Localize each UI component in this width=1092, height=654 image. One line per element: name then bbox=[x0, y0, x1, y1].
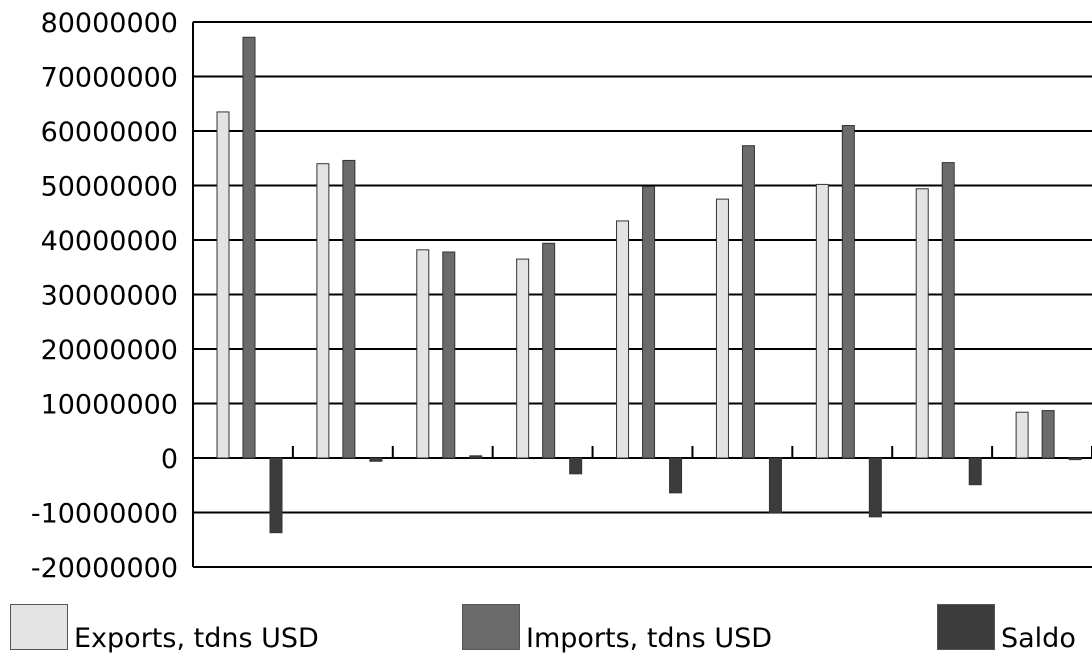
bar-saldo bbox=[369, 457, 383, 462]
legend: Exports, tdns USD Imports, tdns USD Sald… bbox=[0, 604, 1092, 654]
legend-label-saldo: Saldo bbox=[1001, 623, 1076, 654]
y-tick-label: 60000000 bbox=[41, 117, 178, 148]
legend-label-imports: Imports, tdns USD bbox=[526, 623, 773, 654]
y-axis-tick-labels: 80000000 70000000 60000000 50000000 40000000… bbox=[31, 8, 178, 584]
y-tick-label: 20000000 bbox=[41, 335, 178, 366]
legend-item-saldo: Saldo bbox=[937, 604, 1076, 654]
bar-saldo bbox=[569, 457, 583, 475]
legend-swatch-exports bbox=[10, 604, 68, 650]
bar-imports bbox=[542, 242, 556, 459]
legend-item-imports: Imports, tdns USD bbox=[462, 604, 772, 654]
bar-imports bbox=[642, 186, 656, 459]
bar-saldo bbox=[968, 457, 982, 486]
bars bbox=[216, 36, 1082, 534]
bar-imports bbox=[941, 162, 955, 459]
y-tick-label: 10000000 bbox=[41, 390, 178, 421]
y-tick-label: 80000000 bbox=[41, 8, 178, 39]
bar-exports bbox=[1015, 411, 1029, 459]
bar-exports bbox=[216, 111, 230, 459]
legend-item-exports: Exports, tdns USD bbox=[10, 604, 319, 654]
bar-imports bbox=[342, 159, 356, 459]
y-tick-label: 30000000 bbox=[41, 281, 178, 312]
legend-label-exports: Exports, tdns USD bbox=[74, 623, 319, 654]
bar-saldo bbox=[269, 457, 283, 534]
y-tick-label: -20000000 bbox=[31, 553, 178, 584]
legend-swatch-saldo bbox=[937, 604, 995, 650]
bar-saldo bbox=[669, 457, 683, 494]
bar-saldo bbox=[868, 457, 882, 518]
bar-exports bbox=[516, 258, 530, 459]
bar-exports bbox=[815, 183, 829, 459]
axes bbox=[192, 22, 1092, 567]
y-tick-label: 70000000 bbox=[41, 63, 178, 94]
bar-imports bbox=[442, 251, 456, 459]
y-tick-label: 0 bbox=[161, 444, 178, 475]
bar-saldo bbox=[768, 457, 782, 513]
bar-exports bbox=[416, 249, 430, 459]
bar-imports bbox=[242, 36, 256, 459]
bar-exports bbox=[616, 220, 630, 459]
bar-imports bbox=[841, 125, 855, 459]
bar-exports bbox=[915, 188, 929, 459]
bar-saldo bbox=[469, 455, 483, 459]
y-tick-label: 50000000 bbox=[41, 172, 178, 203]
y-tick-label: 40000000 bbox=[41, 226, 178, 257]
bar-chart: 80000000 70000000 60000000 50000000 40000000… bbox=[31, 8, 1092, 584]
bar-exports bbox=[316, 163, 330, 459]
bar-exports bbox=[715, 198, 729, 459]
y-tick-label: -10000000 bbox=[31, 499, 178, 530]
bar-saldo bbox=[1068, 457, 1082, 461]
legend-swatch-imports bbox=[462, 604, 520, 650]
bar-imports bbox=[741, 145, 755, 459]
bar-imports bbox=[1041, 410, 1055, 459]
